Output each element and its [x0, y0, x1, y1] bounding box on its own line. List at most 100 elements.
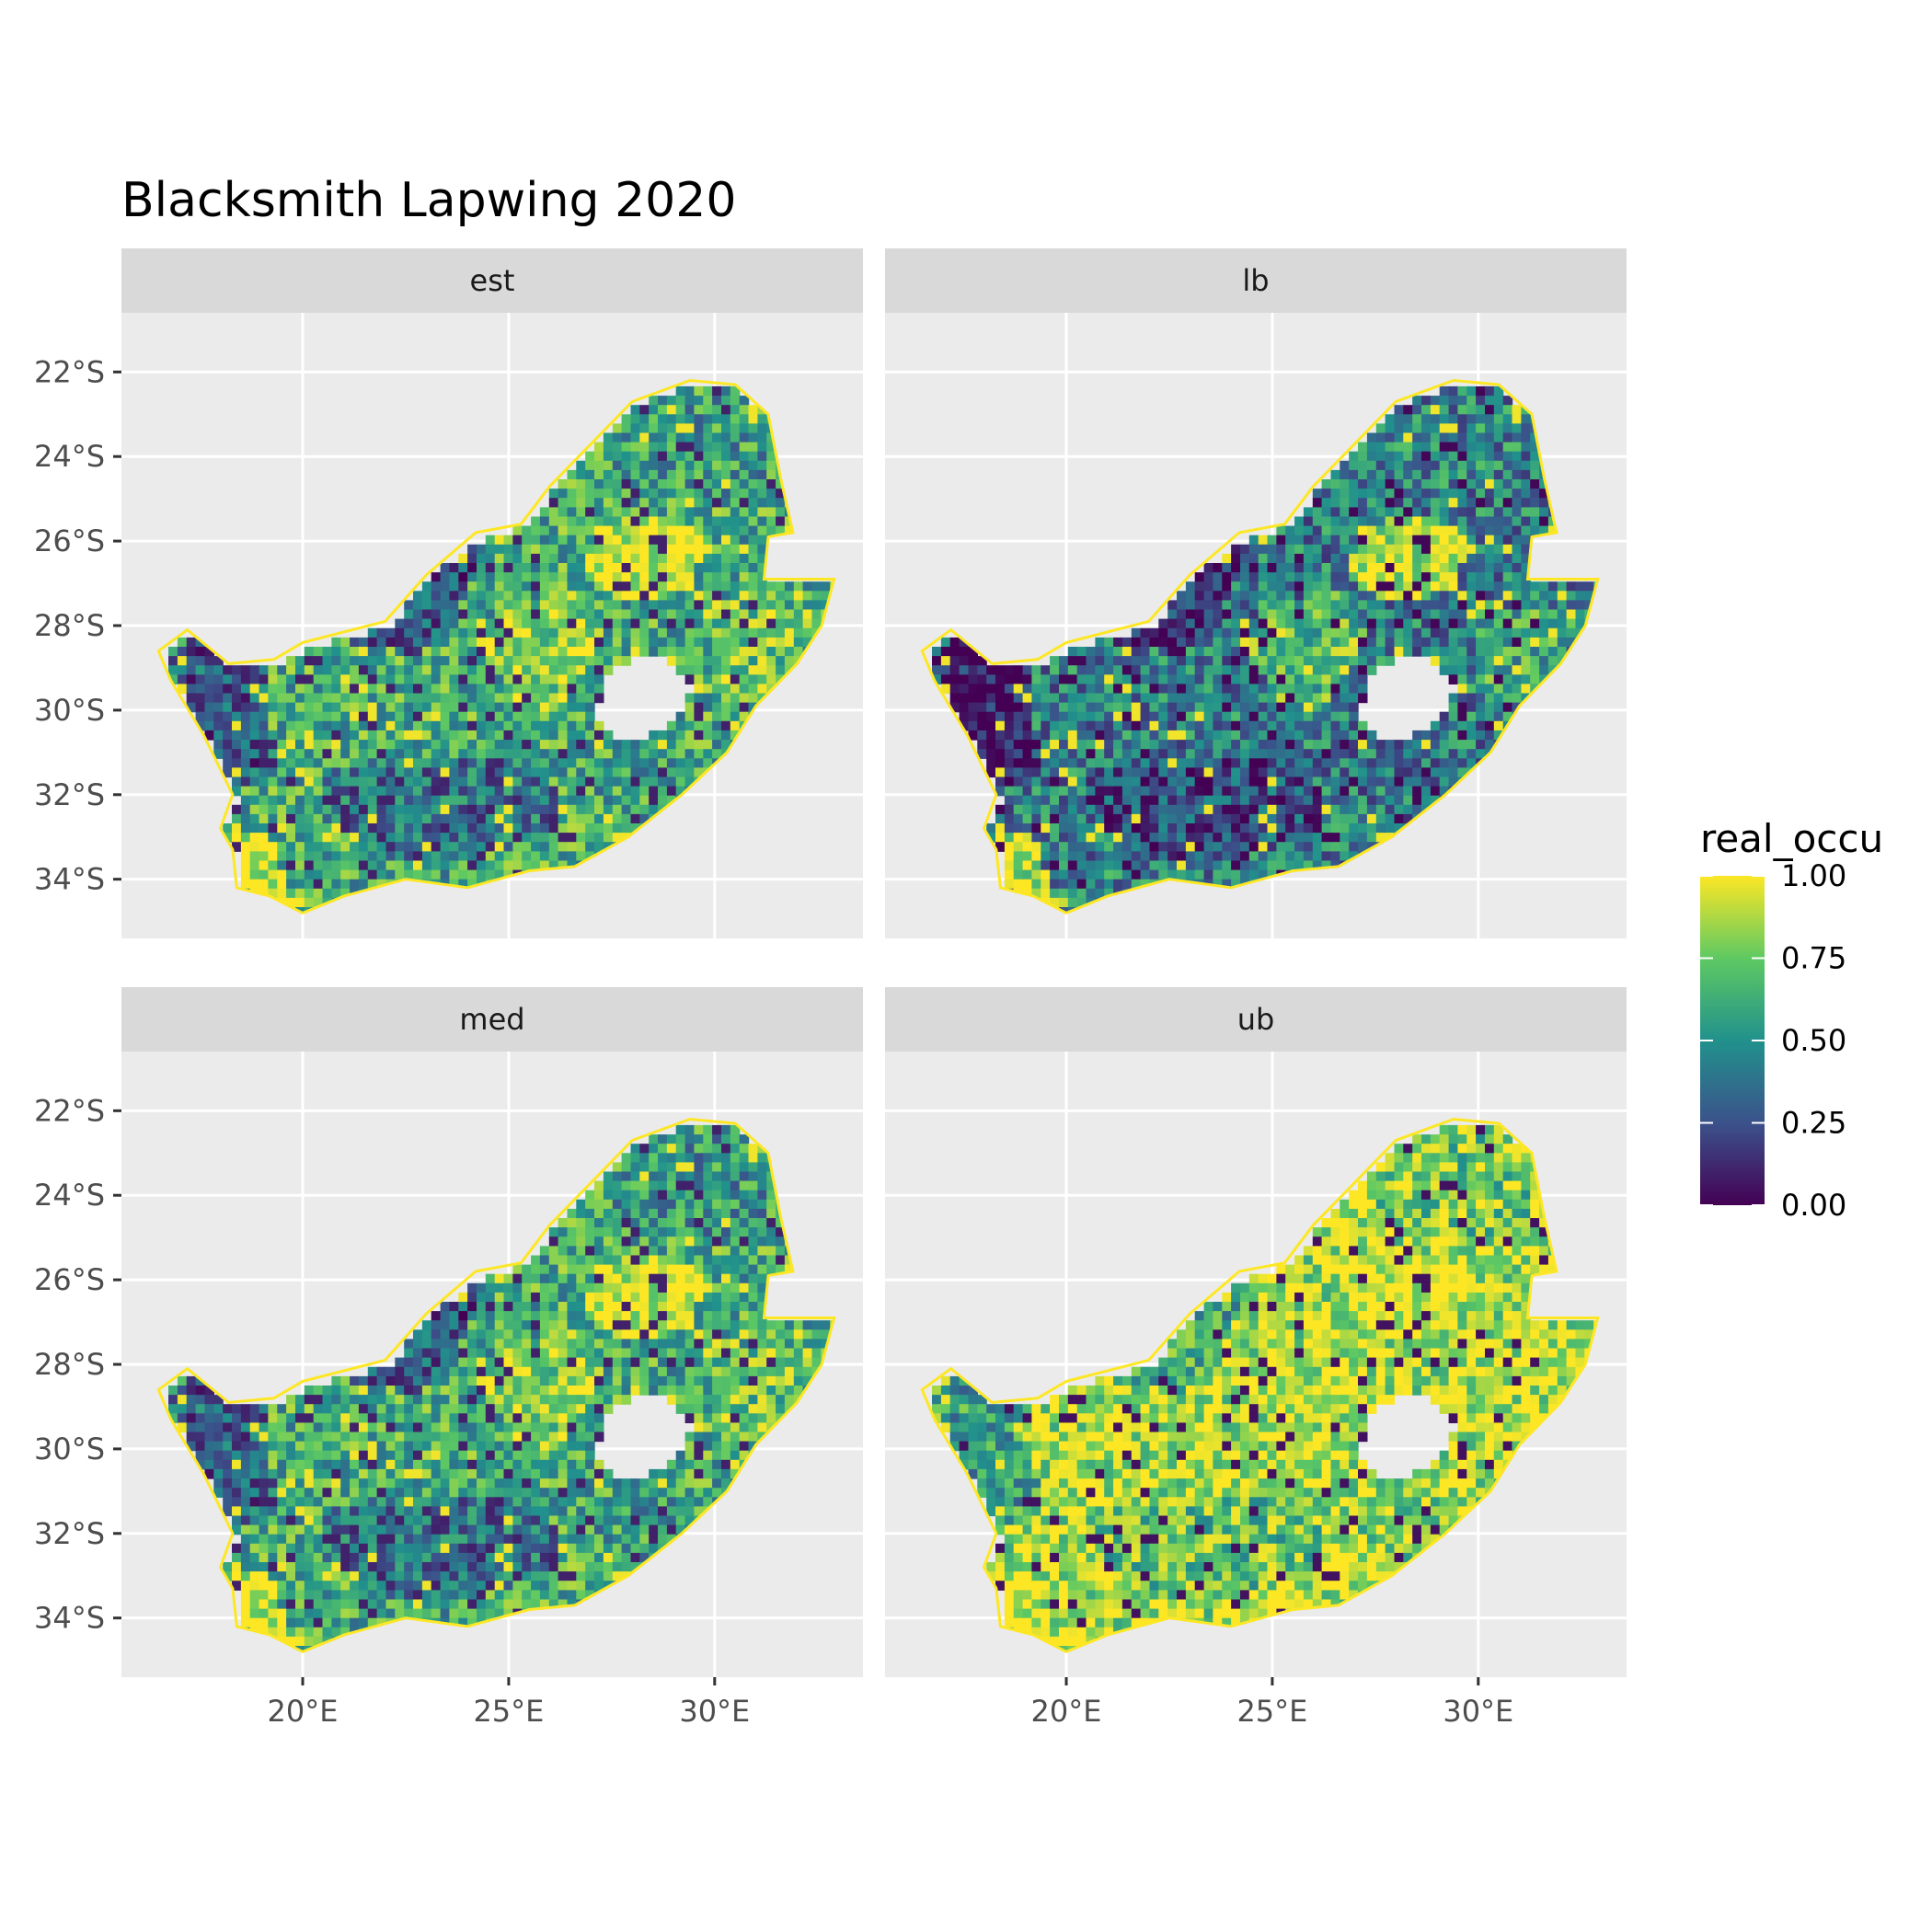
occupancy-cell [331, 758, 341, 768]
occupancy-cell [1185, 767, 1196, 778]
occupancy-cell [1502, 432, 1513, 443]
occupancy-cell [168, 1395, 178, 1405]
occupancy-cell [322, 767, 332, 778]
occupancy-cell [322, 1627, 332, 1638]
occupancy-cell [1294, 842, 1305, 852]
occupancy-cell [1330, 627, 1340, 638]
occupancy-cell [1448, 479, 1459, 489]
occupancy-cell [585, 711, 595, 722]
occupancy-cell [1231, 647, 1241, 657]
occupancy-cell [467, 665, 477, 675]
occupancy-cell [1276, 842, 1286, 852]
occupancy-cell [1004, 804, 1015, 815]
occupancy-cell [703, 627, 713, 638]
occupancy-cell [1248, 740, 1259, 750]
occupancy-cell [1285, 525, 1295, 536]
occupancy-cell [1412, 627, 1422, 638]
occupancy-cell [467, 553, 477, 564]
occupancy-cell [449, 758, 459, 768]
occupancy-cell [1303, 851, 1314, 862]
occupancy-cell [522, 581, 532, 592]
occupancy-cell [512, 684, 523, 695]
occupancy-cell [639, 749, 650, 759]
occupancy-cell [576, 489, 586, 499]
occupancy-cell [1121, 665, 1133, 675]
occupancy-cell [1457, 451, 1467, 462]
occupancy-cell [268, 1552, 278, 1563]
occupancy-cell [1050, 684, 1060, 695]
occupancy-cell [1312, 804, 1323, 815]
occupancy-cell [1340, 553, 1350, 564]
occupancy-cell [268, 1468, 278, 1479]
occupancy-cell [630, 767, 640, 778]
occupancy-cell [1485, 544, 1495, 555]
occupancy-cell [1276, 637, 1286, 648]
occupancy-cell [1140, 869, 1151, 880]
occupancy-cell [1004, 758, 1015, 768]
occupancy-cell [522, 600, 532, 611]
facet-strip [121, 987, 863, 1052]
occupancy-cell [1521, 684, 1531, 695]
occupancy-cell [1267, 618, 1277, 629]
occupancy-cell [576, 572, 586, 582]
occupancy-cell [1095, 702, 1105, 713]
occupancy-cell [358, 1386, 369, 1396]
occupancy-cell [1050, 758, 1060, 768]
occupancy-cell [286, 1478, 296, 1489]
occupancy-cell [531, 609, 541, 620]
occupancy-cell [968, 665, 978, 675]
occupancy-cell [1022, 767, 1033, 778]
occupancy-cell [1340, 804, 1350, 815]
occupancy-cell [295, 1459, 305, 1470]
occupancy-cell [358, 1497, 369, 1507]
occupancy-cell [1557, 581, 1568, 592]
occupancy-cell [658, 627, 668, 638]
occupancy-cell [404, 647, 414, 657]
occupancy-cell [721, 693, 731, 704]
occupancy-cell [367, 749, 378, 759]
occupancy-cell [1222, 869, 1232, 880]
occupancy-cell [1121, 740, 1133, 750]
occupancy-cell [512, 851, 523, 862]
occupancy-cell [240, 1590, 251, 1601]
occupancy-cell [1502, 498, 1513, 508]
occupancy-cell [1294, 600, 1305, 611]
occupancy-cell [268, 1608, 278, 1619]
occupancy-cell [658, 396, 668, 406]
occupancy-cell [576, 600, 586, 611]
occupancy-cell [666, 730, 677, 741]
occupancy-cell [621, 423, 632, 434]
occupancy-cell [658, 469, 668, 480]
occupancy-cell [1213, 776, 1223, 788]
occupancy-cell [249, 1571, 260, 1581]
occupancy-cell [567, 776, 577, 788]
occupancy-cell [1448, 776, 1459, 788]
occupancy-cell [186, 1386, 197, 1396]
occupancy-cell [1312, 627, 1323, 638]
occupancy-cell [1158, 693, 1168, 704]
occupancy-cell [694, 665, 704, 675]
occupancy-cell [1267, 730, 1277, 741]
occupancy-cell [485, 730, 496, 741]
occupancy-cell [576, 591, 586, 601]
occupancy-cell [1086, 888, 1096, 899]
occupancy-cell [612, 553, 623, 564]
occupancy-cell [1276, 647, 1286, 657]
occupancy-cell [421, 823, 432, 834]
occupancy-cell [1512, 637, 1522, 648]
occupancy-cell [1439, 618, 1450, 629]
occupancy-cell [1312, 535, 1323, 546]
occupancy-cell [1439, 460, 1450, 471]
occupancy-cell [1050, 730, 1060, 741]
occupancy-cell [539, 833, 550, 843]
occupancy-cell [1013, 720, 1024, 731]
occupancy-cell [367, 1552, 378, 1563]
occupancy-cell [485, 813, 496, 824]
occupancy-cell [694, 627, 704, 638]
occupancy-cell [1149, 749, 1159, 759]
occupancy-cell [694, 516, 704, 527]
occupancy-cell [313, 1404, 324, 1414]
occupancy-cell [1113, 851, 1123, 862]
occupancy-cell [776, 479, 786, 489]
occupancy-cell [376, 1608, 387, 1619]
